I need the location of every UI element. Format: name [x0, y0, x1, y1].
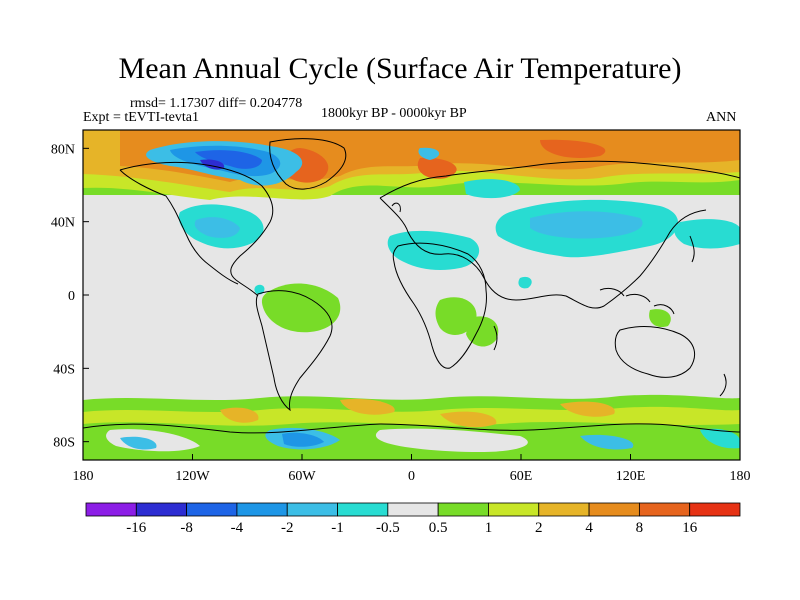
y-tick-label: 40S — [53, 362, 75, 377]
coastline-japan — [689, 235, 695, 263]
coastline-maritime-asia — [599, 287, 675, 315]
colorbar-label: 4 — [585, 520, 593, 536]
temperature-anomaly-map — [83, 130, 740, 460]
y-tick-label: 0 — [68, 289, 75, 304]
colorbar-swatch — [588, 502, 640, 517]
colorbar-swatch — [689, 502, 741, 517]
colorbar-swatch — [186, 502, 238, 517]
coastline-north-america — [119, 161, 274, 297]
period-label: 1800kyr BP - 0000kyr BP — [321, 106, 467, 121]
coastline-eurasia — [379, 160, 740, 309]
colorbar-label: -8 — [180, 520, 193, 536]
x-tick-label: 0 — [408, 469, 415, 484]
coastline-madagascar — [493, 325, 498, 351]
x-tick-label: 120E — [616, 469, 646, 484]
coastline-africa — [392, 242, 487, 369]
midlatitude-anomaly-field — [178, 179, 740, 270]
colorbar-swatch — [538, 502, 590, 517]
coastline-uk — [391, 202, 401, 213]
x-tick-label: 120W — [175, 469, 210, 484]
colorbar-label: 0.5 — [429, 520, 448, 536]
colorbar-label: 8 — [636, 520, 644, 536]
colorbar-label: -0.5 — [376, 520, 400, 536]
colorbar: -16 -8 -4 -2 -1 -0.5 0.5 1 2 4 8 16 — [85, 502, 741, 536]
colorbar-swatch — [337, 502, 389, 517]
stats-text: rmsd= 1.17307 diff= 0.204778 — [130, 96, 303, 111]
colorbar-swatch — [387, 502, 439, 517]
colorbar-swatch — [437, 502, 489, 517]
arctic-anomaly-field — [83, 130, 740, 200]
colorbar-label: -2 — [281, 520, 294, 536]
x-tick-label: 180 — [73, 469, 94, 484]
experiment-label: Expt = tEVTI-tevta1 — [83, 110, 199, 125]
colorbar-swatch — [236, 502, 288, 517]
x-tick-label: 60E — [510, 469, 533, 484]
colorbar-label: 1 — [485, 520, 493, 536]
y-tick-label: 80S — [53, 436, 75, 451]
y-tick-label: 40N — [51, 216, 75, 231]
coastline-south-america — [255, 290, 333, 412]
colorbar-swatch — [135, 502, 188, 517]
coastlines — [83, 138, 740, 434]
colorbar-swatch — [286, 502, 338, 517]
season-label: ANN — [706, 110, 737, 125]
latitude-axis: 80N 40N 0 40S 80S — [51, 142, 89, 451]
x-tick-label: 180 — [730, 469, 751, 484]
colorbar-swatch — [638, 502, 691, 517]
coastline-new-zealand — [719, 373, 727, 397]
antarctic-anomaly-field — [83, 394, 740, 460]
coastline-antarctica — [83, 423, 740, 434]
tropical-anomaly-field — [254, 276, 671, 347]
coastline-greenland — [269, 138, 347, 190]
colorbar-swatch — [85, 502, 137, 517]
colorbar-label: -16 — [126, 520, 146, 536]
x-tick-label: 60W — [288, 469, 316, 484]
coastline-australia — [614, 326, 696, 378]
chart-title: Mean Annual Cycle (Surface Air Temperatu… — [118, 52, 682, 85]
longitude-axis: 180 120W 60W 0 60E 120E 180 — [73, 454, 751, 484]
colorbar-swatch — [488, 502, 540, 517]
colorbar-label: -4 — [231, 520, 244, 536]
y-tick-label: 80N — [51, 142, 75, 157]
colorbar-label: 16 — [682, 520, 698, 536]
colorbar-label: -1 — [331, 520, 344, 536]
colorbar-label: 2 — [535, 520, 543, 536]
